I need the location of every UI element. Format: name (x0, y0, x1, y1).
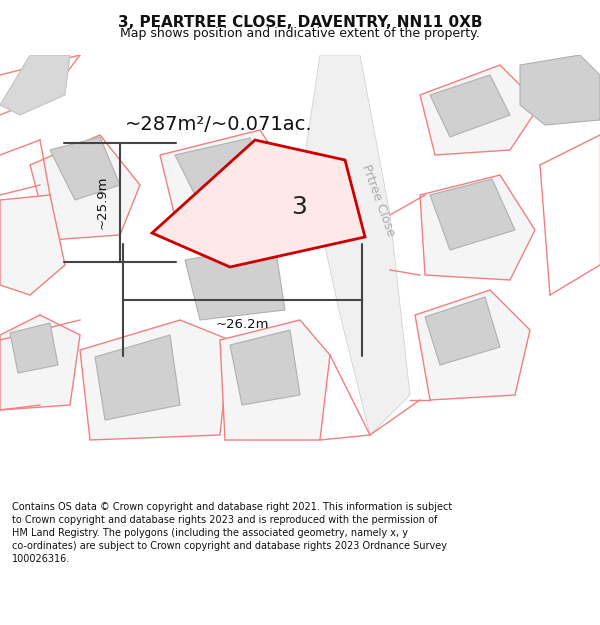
Polygon shape (10, 323, 58, 373)
Text: ~25.9m: ~25.9m (95, 176, 109, 229)
Polygon shape (175, 138, 265, 195)
Text: Contains OS data © Crown copyright and database right 2021. This information is : Contains OS data © Crown copyright and d… (12, 501, 452, 564)
Polygon shape (0, 195, 65, 295)
Polygon shape (420, 175, 535, 280)
Text: Prtree Close: Prtree Close (359, 162, 397, 238)
Polygon shape (230, 330, 300, 405)
Text: 3, PEARTREE CLOSE, DAVENTRY, NN11 0XB: 3, PEARTREE CLOSE, DAVENTRY, NN11 0XB (118, 16, 482, 31)
Polygon shape (50, 137, 120, 200)
Polygon shape (30, 135, 140, 240)
Polygon shape (0, 55, 70, 115)
Polygon shape (415, 290, 530, 400)
Text: 3: 3 (292, 196, 307, 219)
Polygon shape (425, 297, 500, 365)
Polygon shape (185, 245, 285, 320)
Polygon shape (220, 320, 330, 440)
Text: ~26.2m: ~26.2m (216, 318, 269, 331)
Polygon shape (152, 140, 365, 267)
Polygon shape (520, 55, 600, 125)
Polygon shape (0, 315, 80, 410)
Polygon shape (95, 335, 180, 420)
Text: Map shows position and indicative extent of the property.: Map shows position and indicative extent… (120, 27, 480, 39)
Polygon shape (80, 320, 230, 440)
Polygon shape (430, 179, 515, 250)
Text: ~287m²/~0.071ac.: ~287m²/~0.071ac. (125, 116, 313, 134)
Polygon shape (305, 55, 410, 435)
Polygon shape (160, 130, 290, 217)
Polygon shape (430, 75, 510, 137)
Polygon shape (420, 65, 540, 155)
